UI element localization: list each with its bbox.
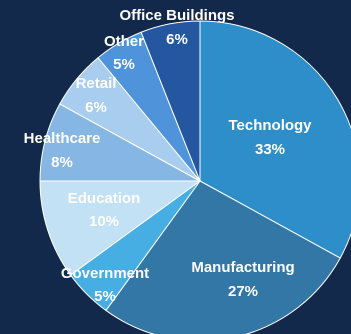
slice-label-education: Education	[68, 190, 141, 207]
slice-label-retail: Retail	[76, 75, 117, 92]
slice-value-education: 10%	[89, 213, 119, 230]
slice-label-government: Government	[61, 265, 149, 282]
pie-slices	[40, 21, 351, 334]
slice-label-technology: Technology	[228, 117, 312, 134]
slice-value-other: 5%	[113, 56, 135, 73]
slice-label-office-buildings: Office Buildings	[119, 7, 234, 24]
slice-label-other: Other	[104, 33, 144, 50]
slice-value-technology: 33%	[255, 141, 285, 158]
slice-value-government: 5%	[94, 288, 116, 305]
slice-label-healthcare: Healthcare	[24, 130, 101, 147]
slice-value-retail: 6%	[85, 99, 107, 116]
slice-value-manufacturing: 27%	[228, 283, 258, 300]
slice-label-manufacturing: Manufacturing	[191, 259, 294, 276]
slice-value-office-buildings: 6%	[166, 31, 188, 48]
slice-value-healthcare: 8%	[51, 154, 73, 171]
